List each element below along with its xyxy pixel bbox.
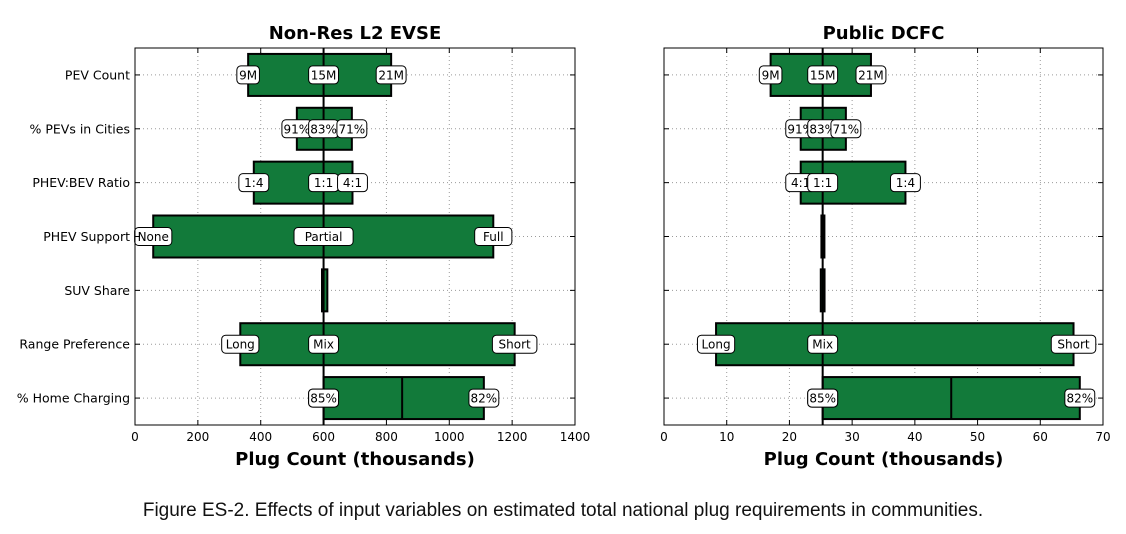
value-label-base-box: [807, 334, 839, 354]
value-label-base: 15M: [311, 68, 337, 82]
category-label-range-preference: Range Preference: [19, 337, 130, 352]
value-label-high: 71%: [339, 122, 366, 136]
x-tick-label: 70: [1095, 430, 1110, 444]
value-label-low: Long: [702, 338, 731, 352]
x-tick-label: 40: [907, 430, 922, 444]
value-label-low-box: [238, 173, 270, 193]
x-tick-label: 30: [845, 430, 860, 444]
value-label-high: 21M: [378, 68, 404, 82]
figure-caption: Figure ES-2. Effects of input variables …: [142, 500, 984, 521]
value-label-base: 1:1: [813, 176, 832, 190]
value-label-base-box: [293, 227, 354, 246]
value-label-base: 15M: [810, 68, 836, 82]
bar-suv-share: [321, 268, 329, 313]
bar-range-preference: [715, 322, 1075, 367]
value-label-low-box: [236, 65, 260, 85]
value-label-base: Partial: [305, 230, 343, 244]
value-label-high: 82%: [1066, 392, 1093, 406]
value-label-base-box: [308, 388, 340, 408]
x-tick-label: 20: [782, 430, 797, 444]
value-label-base: Mix: [812, 338, 833, 352]
value-label-base: 83%: [310, 122, 337, 136]
value-label-high-box: [474, 227, 513, 246]
value-label-high-box: [1064, 388, 1096, 408]
chart-title: Non-Res L2 EVSE: [269, 23, 442, 44]
value-label-high-box: [337, 173, 368, 193]
category-label-suv-share: SUV Share: [64, 283, 130, 298]
value-label-low: Long: [226, 338, 255, 352]
chart-title: Public DCFC: [823, 23, 945, 44]
bar-home-charging: [322, 376, 485, 421]
value-label-base-box: [308, 334, 340, 354]
value-label-high: Short: [1057, 338, 1089, 352]
x-tick-label: 1400: [560, 430, 591, 444]
value-label-high: Short: [499, 338, 531, 352]
panel-non-res-l2-evse: 9M 15M 21M 91% 83% 71% 1:4 1:1 4:1 None Partial Ful…: [17, 23, 591, 470]
x-tick-label: 0: [131, 430, 139, 444]
value-label-high: 82%: [471, 392, 498, 406]
value-label-base-box: [308, 65, 340, 85]
category-label-phev-support: PHEV Support: [43, 229, 130, 244]
x-tick-label: 50: [970, 430, 985, 444]
value-label-high-box: [1050, 334, 1097, 354]
x-tick-label: 1000: [434, 430, 465, 444]
value-label-low-box: [758, 65, 783, 85]
value-label-base: 83%: [809, 122, 836, 136]
value-label-low: 4:1: [791, 176, 810, 190]
panel-public-dcfc: 9M15M21M91%83%71%4:11:11:4LongMixShort88…: [660, 23, 1110, 470]
category-label-home-charging: % Home Charging: [17, 391, 130, 406]
x-axis-label: Plug Count (thousands): [235, 449, 475, 470]
value-label-base-box: [807, 388, 839, 408]
x-axis-label: Plug Count (thousands): [764, 449, 1004, 470]
category-label-pevs-in-cities: % PEVs in Cities: [30, 121, 130, 136]
x-tick-label: 200: [186, 430, 209, 444]
x-tick-label: 60: [1033, 430, 1048, 444]
value-label-high-box: [491, 334, 538, 354]
value-label-base: 1:1: [314, 176, 333, 190]
value-label-low: 91%: [284, 122, 311, 136]
value-label-low-box: [221, 334, 260, 354]
value-label-high: 1:4: [896, 176, 915, 190]
value-label-base-box: [807, 65, 839, 85]
value-label-high-box: [375, 65, 407, 85]
value-label-high-box: [468, 388, 500, 408]
value-label-base: Mix: [313, 338, 334, 352]
value-label-low: None: [138, 230, 169, 244]
value-label-low: 1:4: [244, 176, 263, 190]
value-label-high: Full: [483, 230, 504, 244]
x-tick-label: 0: [660, 430, 668, 444]
value-label-high-box: [855, 65, 887, 85]
category-label-pev-count: PEV Count: [65, 67, 130, 82]
value-label-high: 71%: [833, 122, 860, 136]
value-label-base-box: [807, 173, 839, 193]
value-label-low: 9M: [239, 68, 257, 82]
x-tick-label: 1200: [497, 430, 528, 444]
value-label-low-box: [696, 334, 736, 354]
plot-frame: [663, 47, 1104, 426]
value-label-high-box: [890, 173, 921, 193]
value-label-base: 85%: [310, 392, 337, 406]
x-tick-label: 400: [249, 430, 272, 444]
value-label-low: 9M: [762, 68, 780, 82]
x-tick-label: 10: [719, 430, 734, 444]
bar-range-preference: [239, 322, 516, 367]
value-label-high-box: [830, 119, 862, 139]
value-label-base: 85%: [809, 392, 836, 406]
category-label-phev-bev-ratio: PHEV:BEV Ratio: [32, 175, 130, 190]
x-tick-label: 600: [312, 430, 335, 444]
value-label-high: 4:1: [343, 176, 362, 190]
value-label-high: 21M: [858, 68, 884, 82]
x-tick-label: 800: [375, 430, 398, 444]
value-label-high-box: [336, 119, 368, 139]
